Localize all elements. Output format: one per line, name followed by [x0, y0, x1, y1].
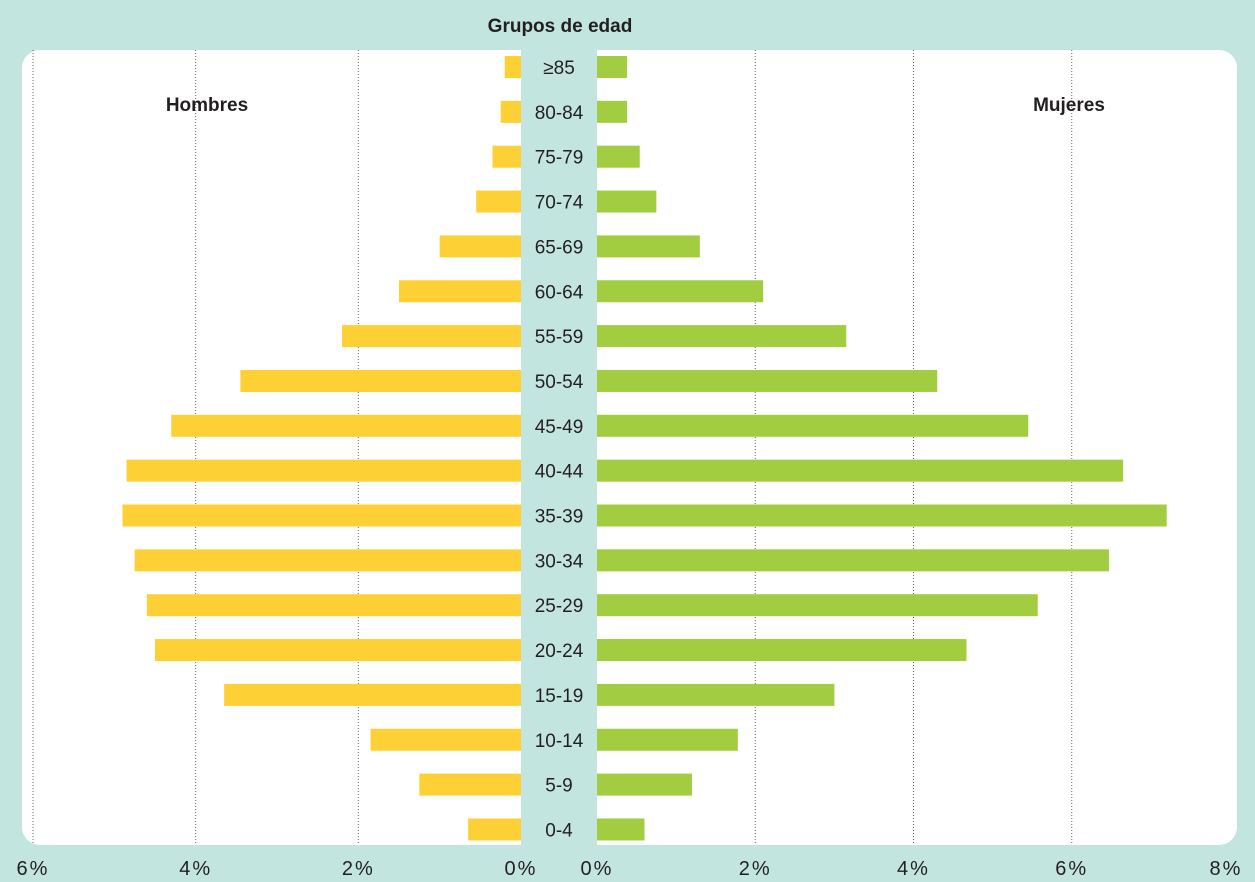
bar-right — [597, 818, 645, 841]
bar-left — [399, 280, 521, 303]
category-label: ≥85 — [543, 58, 575, 79]
bar-right — [597, 549, 1109, 572]
x-tick-left: 6% — [17, 858, 50, 880]
category-label: 75-79 — [535, 148, 584, 169]
bar-right — [597, 728, 738, 751]
bar-right — [597, 639, 967, 662]
category-label: 50-54 — [535, 372, 584, 393]
x-tick-right: 0% — [581, 858, 614, 880]
x-tick-right: 8% — [1210, 858, 1243, 880]
bar-left — [439, 235, 521, 258]
bar-left — [134, 549, 521, 572]
category-label: 25-29 — [535, 596, 584, 617]
bar-right — [597, 773, 692, 796]
bar-left — [126, 459, 522, 482]
x-tick-right: 6% — [1055, 858, 1088, 880]
category-label: 5-9 — [545, 776, 572, 797]
series-label-mujeres: Mujeres — [1033, 95, 1105, 116]
category-label: 35-39 — [535, 507, 584, 528]
bar-right — [597, 56, 628, 78]
bar-right — [597, 145, 640, 168]
bar-right — [597, 325, 847, 348]
bar-left — [155, 639, 521, 662]
bar-left — [224, 683, 521, 706]
bar-right — [597, 459, 1124, 482]
bar-left — [476, 190, 521, 213]
bar-right — [597, 190, 657, 213]
bar-left — [370, 728, 521, 751]
bar-left — [419, 773, 521, 796]
chart-title: Grupos de edad — [488, 16, 633, 37]
bar-right — [597, 504, 1167, 527]
bar-right — [597, 369, 938, 392]
series-label-hombres: Hombres — [166, 95, 248, 116]
bar-right — [597, 414, 1029, 437]
bar-left — [468, 818, 521, 841]
bar-left — [171, 414, 521, 437]
category-label: 0-4 — [545, 820, 573, 841]
bar-left — [146, 594, 521, 617]
x-tick-left: 0% — [505, 858, 538, 880]
category-label: 10-14 — [535, 731, 584, 752]
bar-left — [342, 325, 521, 348]
category-label: 45-49 — [535, 417, 584, 438]
bar-right — [597, 235, 700, 258]
category-label: 65-69 — [535, 237, 584, 258]
category-label: 40-44 — [535, 462, 584, 483]
category-label: 80-84 — [535, 103, 584, 124]
category-band — [521, 48, 597, 847]
bar-left — [122, 504, 521, 527]
bar-right — [597, 683, 835, 706]
bar-right — [597, 594, 1038, 617]
category-label: 70-74 — [535, 193, 584, 214]
x-tick-left: 4% — [179, 858, 212, 880]
bar-left — [504, 56, 521, 78]
category-label: 30-34 — [535, 551, 584, 572]
bar-left — [500, 100, 521, 123]
plot-panel — [22, 50, 1237, 845]
bar-right — [597, 100, 628, 123]
x-tick-right: 2% — [739, 858, 772, 880]
bar-left — [492, 145, 521, 168]
x-tick-left: 2% — [342, 858, 375, 880]
category-label: 15-19 — [535, 686, 584, 707]
category-label: 20-24 — [535, 641, 584, 662]
category-label: 60-64 — [535, 282, 584, 303]
bar-left — [240, 369, 521, 392]
bar-right — [597, 280, 764, 303]
category-label: 55-59 — [535, 327, 584, 348]
x-tick-right: 4% — [897, 858, 930, 880]
